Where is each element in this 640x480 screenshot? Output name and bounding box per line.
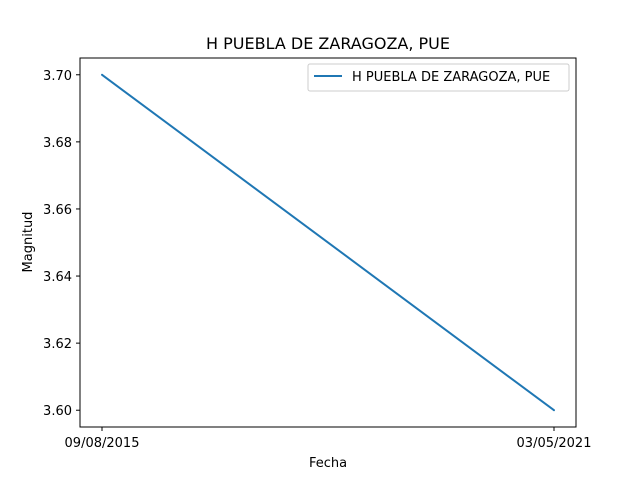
y-tick-label: 3.64 [43,270,72,285]
x-tick-label: 09/08/2015 [65,436,140,451]
legend-label: H PUEBLA DE ZARAGOZA, PUE [352,70,550,85]
y-tick-label: 3.66 [43,203,72,218]
series-line [101,73,555,412]
y-tick-label: 3.70 [43,69,72,84]
y-axis-label: Magnitud [21,212,36,273]
x-axis-label: Fecha [309,456,347,471]
plot-area-frame [79,57,577,428]
data-point [101,73,103,76]
y-tick-label: 3.60 [43,404,72,419]
y-tick-label: 3.62 [43,337,72,352]
data-point [553,409,555,412]
x-axis-ticks: 09/08/2015 03/05/2021 [65,427,592,451]
legend: H PUEBLA DE ZARAGOZA, PUE [307,63,570,92]
chart-title: H PUEBLA DE ZARAGOZA, PUE [206,34,450,53]
legend-box [307,63,570,92]
y-axis-ticks: 3.60 3.62 3.64 3.66 3.68 3.70 [43,69,80,419]
series-layer [101,73,555,412]
y-tick-label: 3.68 [43,136,72,151]
x-tick-label: 03/05/2021 [517,436,592,451]
